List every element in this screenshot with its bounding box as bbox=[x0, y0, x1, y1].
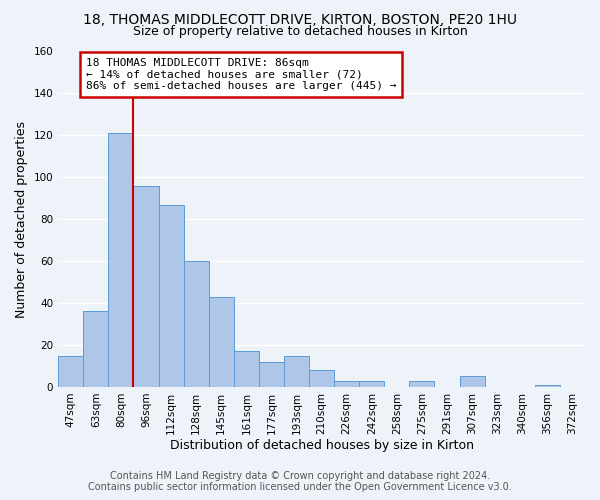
Text: Size of property relative to detached houses in Kirton: Size of property relative to detached ho… bbox=[133, 25, 467, 38]
Bar bbox=[109, 134, 133, 387]
Bar bbox=[58, 356, 83, 387]
Bar bbox=[133, 186, 158, 387]
Text: Contains HM Land Registry data © Crown copyright and database right 2024.
Contai: Contains HM Land Registry data © Crown c… bbox=[88, 471, 512, 492]
Bar bbox=[83, 312, 109, 387]
Bar bbox=[334, 380, 359, 387]
Bar bbox=[359, 380, 385, 387]
Bar bbox=[309, 370, 334, 387]
Bar bbox=[460, 376, 485, 387]
Bar bbox=[209, 297, 234, 387]
Y-axis label: Number of detached properties: Number of detached properties bbox=[15, 120, 28, 318]
Bar bbox=[409, 380, 434, 387]
Bar bbox=[284, 356, 309, 387]
Bar bbox=[234, 352, 259, 387]
Bar bbox=[158, 204, 184, 387]
Text: 18, THOMAS MIDDLECOTT DRIVE, KIRTON, BOSTON, PE20 1HU: 18, THOMAS MIDDLECOTT DRIVE, KIRTON, BOS… bbox=[83, 12, 517, 26]
Text: 18 THOMAS MIDDLECOTT DRIVE: 86sqm
← 14% of detached houses are smaller (72)
86% : 18 THOMAS MIDDLECOTT DRIVE: 86sqm ← 14% … bbox=[86, 58, 396, 91]
Bar bbox=[535, 385, 560, 387]
Bar bbox=[259, 362, 284, 387]
Bar bbox=[184, 261, 209, 387]
X-axis label: Distribution of detached houses by size in Kirton: Distribution of detached houses by size … bbox=[170, 440, 473, 452]
